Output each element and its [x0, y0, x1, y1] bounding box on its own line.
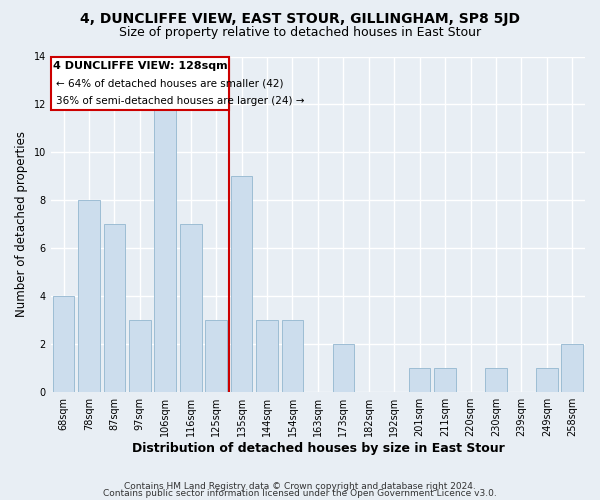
Bar	[180, 224, 202, 392]
Text: 36% of semi-detached houses are larger (24) →: 36% of semi-detached houses are larger (…	[56, 96, 305, 106]
Bar	[434, 368, 456, 392]
X-axis label: Distribution of detached houses by size in East Stour: Distribution of detached houses by size …	[131, 442, 504, 455]
Bar	[562, 344, 583, 392]
Text: ← 64% of detached houses are smaller (42): ← 64% of detached houses are smaller (42…	[56, 78, 284, 88]
Bar	[409, 368, 430, 392]
Text: 4 DUNCLIFFE VIEW: 128sqm: 4 DUNCLIFFE VIEW: 128sqm	[53, 61, 227, 71]
Text: Size of property relative to detached houses in East Stour: Size of property relative to detached ho…	[119, 26, 481, 39]
Text: 4, DUNCLIFFE VIEW, EAST STOUR, GILLINGHAM, SP8 5JD: 4, DUNCLIFFE VIEW, EAST STOUR, GILLINGHA…	[80, 12, 520, 26]
Bar	[281, 320, 303, 392]
Y-axis label: Number of detached properties: Number of detached properties	[15, 132, 28, 318]
Bar	[78, 200, 100, 392]
Bar	[53, 296, 74, 392]
Bar	[256, 320, 278, 392]
FancyBboxPatch shape	[51, 56, 229, 110]
Bar	[332, 344, 354, 392]
Bar	[104, 224, 125, 392]
Text: Contains public sector information licensed under the Open Government Licence v3: Contains public sector information licen…	[103, 489, 497, 498]
Bar	[154, 104, 176, 392]
Bar	[536, 368, 557, 392]
Bar	[205, 320, 227, 392]
Bar	[231, 176, 253, 392]
Text: Contains HM Land Registry data © Crown copyright and database right 2024.: Contains HM Land Registry data © Crown c…	[124, 482, 476, 491]
Bar	[129, 320, 151, 392]
Bar	[485, 368, 507, 392]
